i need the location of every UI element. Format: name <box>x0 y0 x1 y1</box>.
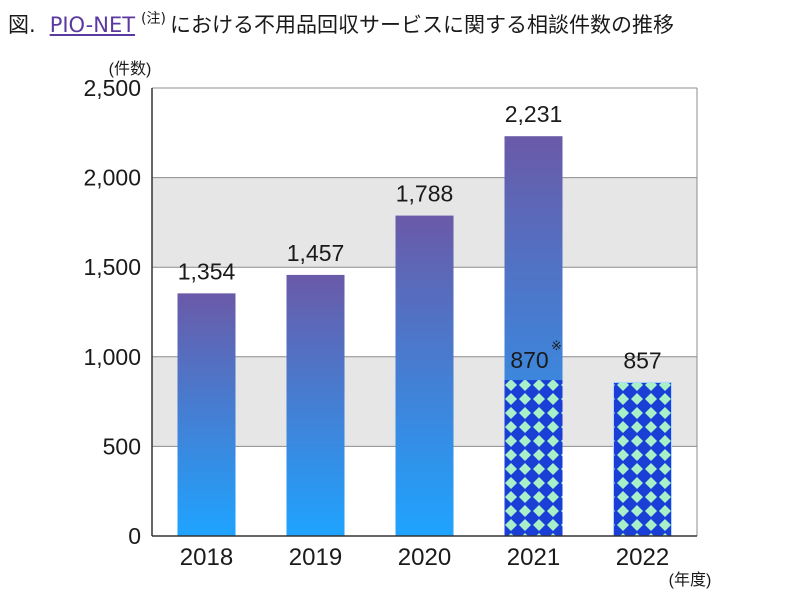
bar-2020 <box>395 215 454 536</box>
x-tick-label-2021: 2021 <box>507 544 560 571</box>
y-tick-label: 2,000 <box>83 165 141 191</box>
y-axis-label: (件数) <box>109 60 152 78</box>
note-mark: ※ <box>551 338 562 353</box>
pio-net-link[interactable]: PIO-NET <box>49 13 136 37</box>
title-text: における不用品回収サービスに関する相談件数の推移 <box>169 13 674 37</box>
x-tick-label-2019: 2019 <box>289 544 342 571</box>
y-tick-label: 1,000 <box>83 344 141 370</box>
y-tick-label: 0 <box>128 523 141 549</box>
data-label-2019: 1,457 <box>287 240 345 266</box>
y-tick-label: 1,500 <box>83 254 141 280</box>
bar-2019 <box>286 274 345 536</box>
x-tick-label-2022: 2022 <box>616 544 669 571</box>
grid-band <box>152 88 697 178</box>
y-tick-label: 2,500 <box>83 75 141 101</box>
x-axis-label: (年度) <box>669 571 712 589</box>
data-label-2021: 2,231 <box>505 101 563 127</box>
data-label-2018: 1,354 <box>178 258 236 284</box>
bar-segment-2021-note <box>504 380 563 536</box>
y-tick-label: 500 <box>103 433 141 459</box>
title-prefix: 図. <box>8 13 36 37</box>
note-mark: (注) <box>141 11 166 27</box>
data-label-2022: 857 <box>623 347 661 373</box>
chart-title: 図. PIO-NET (注) における不用品回収サービスに関する相談件数の推移 <box>8 10 674 40</box>
note-value-label: 870 <box>510 347 548 373</box>
data-label-2020: 1,788 <box>396 181 454 207</box>
bar-2022 <box>613 381 672 537</box>
x-tick-label-2020: 2020 <box>398 544 451 571</box>
x-tick-label-2018: 2018 <box>180 544 233 571</box>
bar-2018 <box>177 293 236 536</box>
